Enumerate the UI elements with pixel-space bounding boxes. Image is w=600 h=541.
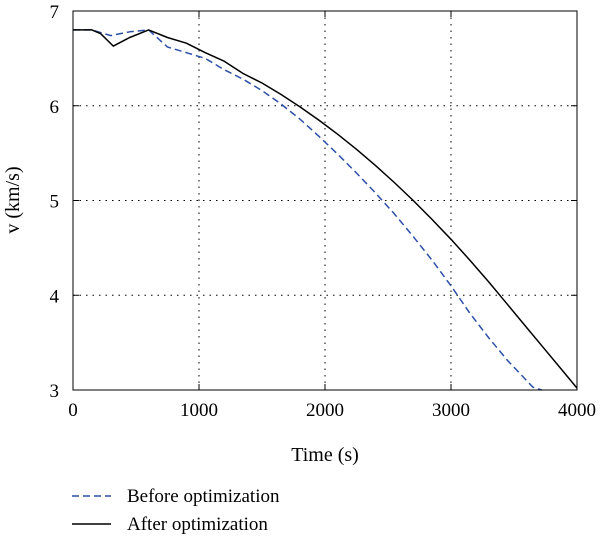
- series-line-after-optimization: [73, 29, 578, 389]
- y-tick-label: 4: [50, 286, 60, 307]
- axis-ticks: 0 1000 2000 3000 4000 3 4 5 6 7: [50, 2, 597, 421]
- series-lines: [73, 29, 578, 391]
- legend-label-after: After optimization: [127, 514, 268, 535]
- y-tick-label: 7: [50, 2, 60, 23]
- legend-label-before: Before optimization: [127, 486, 280, 507]
- x-tick-label: 1000: [180, 400, 218, 421]
- grid-lines: [73, 11, 577, 390]
- y-tick-label: 5: [50, 192, 60, 213]
- y-tick-label: 6: [50, 97, 60, 118]
- x-tick-label: 2000: [306, 400, 344, 421]
- legend: Before optimization After optimization: [72, 486, 280, 535]
- y-axis-label: v (km/s): [2, 166, 24, 233]
- x-tick-label: 4000: [558, 400, 596, 421]
- series-line-before-optimization: [73, 29, 542, 391]
- y-tick-label: 3: [50, 381, 60, 402]
- x-tick-label: 3000: [432, 400, 470, 421]
- x-axis-label: Time (s): [291, 444, 359, 466]
- x-tick-label: 0: [68, 400, 78, 421]
